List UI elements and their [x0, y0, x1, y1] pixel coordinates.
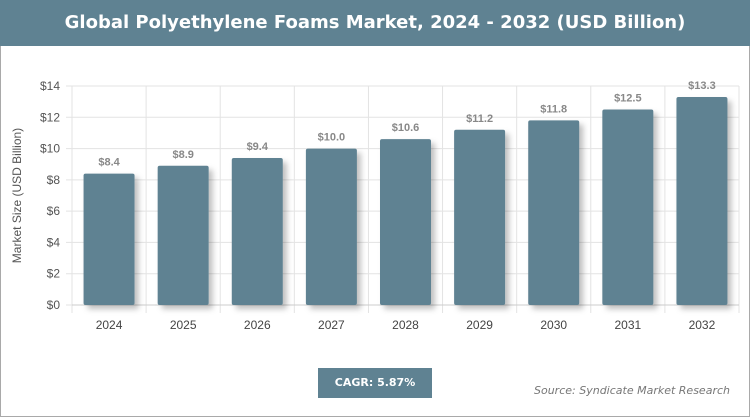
source-note: Source: Syndicate Market Research [534, 384, 730, 397]
x-tick-label: 2026 [244, 318, 271, 332]
x-tick-label: 2030 [540, 318, 567, 332]
y-tick-label: $8 [47, 173, 61, 187]
bar-2025 [157, 165, 209, 305]
data-label: $9.4 [247, 141, 269, 153]
y-tick-label: $14 [40, 79, 60, 93]
x-tick-label: 2024 [96, 318, 123, 332]
bar-2030 [528, 120, 580, 306]
bar-2026 [231, 157, 283, 305]
y-tick-label: $0 [47, 298, 61, 312]
data-label: $8.9 [172, 149, 193, 161]
y-tick-label: $12 [40, 110, 60, 124]
x-tick-label: 2028 [392, 318, 419, 332]
data-label: $12.5 [614, 92, 642, 104]
bar-2027 [305, 148, 357, 305]
y-tick-label: $6 [47, 204, 61, 218]
cagr-badge: CAGR: 5.87% [318, 368, 432, 398]
bar-2029 [454, 129, 506, 305]
chart-title: Global Polyethylene Foams Market, 2024 -… [0, 0, 750, 46]
x-tick-label: 2027 [318, 318, 345, 332]
y-axis-title: Market Size (USD Billion) [10, 128, 24, 263]
y-tick-label: $4 [47, 235, 61, 249]
data-label: $13.3 [688, 80, 716, 92]
x-tick-label: 2029 [466, 318, 493, 332]
bar-2032 [676, 96, 728, 305]
data-label: $10.0 [318, 132, 346, 144]
x-tick-label: 2031 [614, 318, 641, 332]
y-tick-label: $2 [47, 267, 61, 281]
data-label: $8.4 [98, 157, 120, 169]
bar-2024 [83, 173, 135, 305]
bar-2028 [380, 139, 431, 305]
x-tick-label: 2032 [689, 318, 716, 332]
bar-2031 [602, 109, 654, 305]
data-label: $10.6 [392, 122, 420, 134]
data-label: $11.8 [540, 103, 567, 115]
y-tick-label: $10 [40, 142, 60, 156]
x-tick-label: 2025 [170, 318, 197, 332]
data-label: $11.2 [466, 113, 493, 125]
